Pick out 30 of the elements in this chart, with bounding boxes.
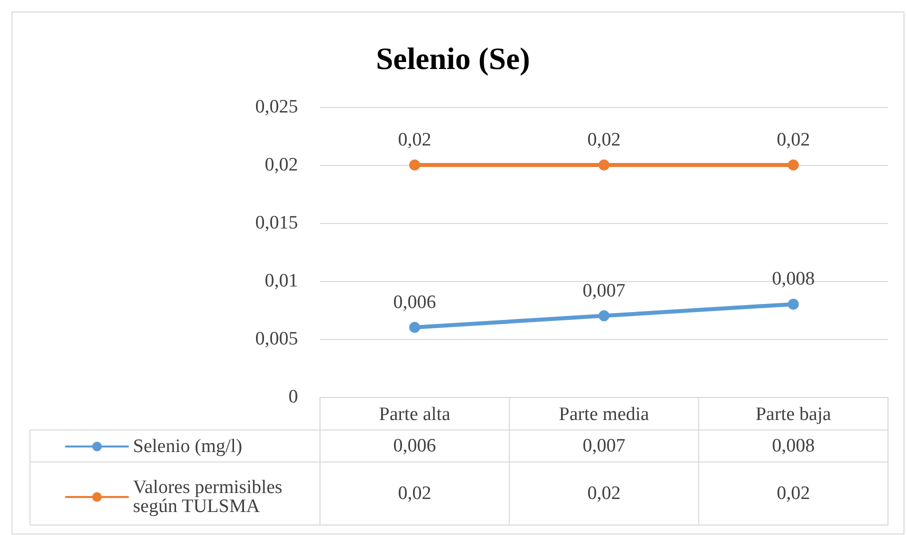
text: 0,006	[393, 292, 436, 313]
legend-label: Valores permisibles según TULSMA	[133, 477, 288, 517]
y-tick-label: 0,015	[255, 212, 298, 234]
y-tick-label: 0	[288, 386, 298, 408]
legend-label: Selenio (mg/l)	[133, 436, 242, 457]
x-tick-label: Parte alta	[379, 404, 451, 425]
data-label: 0,008	[772, 436, 815, 456]
text: 0,02	[398, 130, 432, 150]
point	[788, 298, 799, 310]
y-tick-label: 0,005	[255, 328, 298, 350]
data-label: 0,007	[582, 436, 626, 456]
text: 0,008	[772, 268, 815, 290]
x-tick-label: Parte media	[558, 404, 650, 425]
data-label: 0,02	[776, 483, 810, 504]
y-tick-label: 0,02	[264, 154, 298, 176]
text: 0,02	[587, 130, 621, 150]
x-tick-label: Parte baja	[756, 404, 832, 425]
point	[409, 160, 420, 170]
chart-title: Selenio (Se)	[376, 41, 530, 76]
point	[409, 322, 420, 333]
point	[598, 160, 610, 170]
y-tick-label: 0,025	[255, 96, 298, 118]
text: 0,02	[776, 130, 810, 150]
data-label: 0,02	[587, 483, 621, 504]
y-tick-label: 0,01	[264, 270, 298, 292]
point	[598, 310, 610, 322]
text: 0,007	[582, 280, 626, 302]
point	[788, 160, 799, 170]
data-label: 0,02	[398, 483, 432, 504]
data-label: 0,006	[393, 436, 436, 456]
